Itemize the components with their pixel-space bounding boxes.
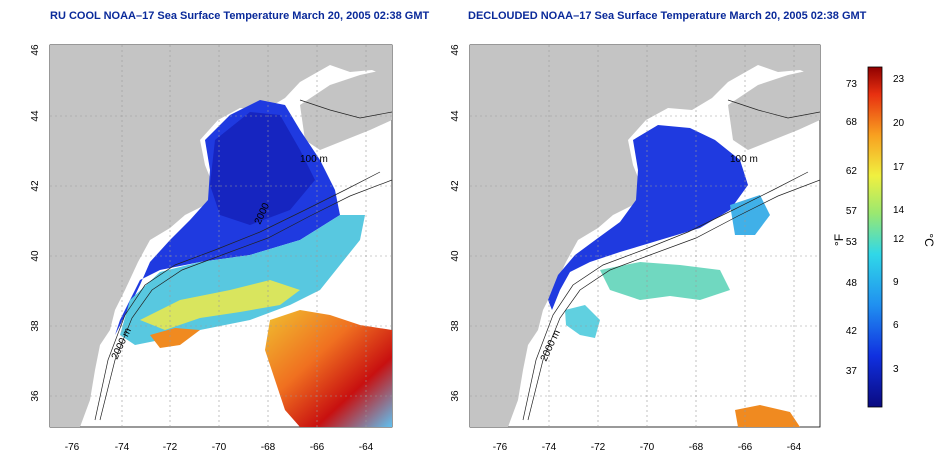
c-tick: 23 [893, 74, 905, 85]
lon-tick: -64 [359, 442, 374, 453]
colorbar-f-ticks: 73 68 62 57 53 48 42 37 [846, 79, 858, 377]
lat-tick: 38 [450, 320, 461, 332]
lat-tick: 36 [450, 390, 461, 402]
colorbar-unit-f: °F [832, 234, 846, 246]
lon-tick: -66 [738, 442, 753, 453]
f-tick: 57 [846, 206, 858, 217]
colorbar-gradient [867, 66, 883, 408]
left-map-bathymetry [94, 99, 392, 421]
lat-tick: 44 [30, 110, 41, 122]
right-map: 100 m 2000 m 46 44 42 40 38 36 -76 -74 -… [450, 44, 821, 453]
left-map: 100 m 2000 m 2000 46 44 42 40 38 36 -76 … [30, 44, 393, 453]
c-tick: 6 [893, 320, 899, 331]
lon-tick: -70 [212, 442, 227, 453]
right-map-cold-water [548, 125, 748, 310]
left-map-gulf-stream [265, 310, 392, 427]
right-map-grid [470, 45, 820, 427]
lon-tick: -74 [542, 442, 557, 453]
left-map-land-ns [300, 68, 392, 150]
left-map-land [50, 45, 392, 427]
lat-tick: 46 [30, 44, 41, 56]
right-map-land [470, 45, 820, 427]
lon-tick: -70 [640, 442, 655, 453]
c-tick: 3 [893, 364, 899, 375]
left-map-deep-cold [210, 112, 315, 225]
lat-tick: 42 [30, 180, 41, 192]
lon-tick: -76 [493, 442, 508, 453]
lat-tick: 36 [30, 390, 41, 402]
left-map-grid [50, 45, 392, 427]
lon-tick: -72 [163, 442, 178, 453]
left-map-title: RU COOL NOAA–17 Sea Surface Temperature … [50, 10, 430, 22]
lon-tick: -74 [115, 442, 130, 453]
f-tick: 48 [846, 278, 858, 289]
lat-tick: 44 [450, 110, 461, 122]
f-tick: 68 [846, 117, 858, 128]
left-map-orange-edge [150, 328, 200, 348]
right-contour-label-100m: 100 m [730, 154, 758, 165]
lon-tick: -76 [65, 442, 80, 453]
lon-tick: -64 [787, 442, 802, 453]
f-tick: 53 [846, 237, 858, 248]
right-map-orange-spot [735, 405, 800, 427]
f-tick: 73 [846, 79, 858, 90]
lat-tick: 40 [30, 250, 41, 262]
c-tick: 17 [893, 162, 905, 173]
lat-tick: 40 [450, 250, 461, 262]
left-map-yellow-band [140, 280, 300, 330]
right-map-warm-patches-2 [565, 305, 600, 338]
right-map-warm-patches [600, 262, 730, 300]
colorbar-c-ticks: 23 20 17 14 12 9 6 3 [893, 74, 905, 375]
lon-tick: -66 [310, 442, 325, 453]
left-lat-axis: 46 44 42 40 38 36 [30, 44, 41, 402]
colorbar-unit-c: °C [922, 233, 936, 247]
c-tick: 14 [893, 205, 905, 216]
left-contour-label-100m: 100 m [300, 154, 328, 165]
lat-tick: 42 [450, 180, 461, 192]
f-tick: 37 [846, 366, 858, 377]
right-map-title: DECLOUDED NOAA–17 Sea Surface Temperatur… [468, 10, 867, 22]
f-tick: 42 [846, 326, 858, 337]
lon-tick: -68 [261, 442, 276, 453]
c-tick: 12 [893, 234, 905, 245]
lat-tick: 38 [30, 320, 41, 332]
f-tick: 62 [846, 166, 858, 177]
c-tick: 20 [893, 118, 905, 129]
lon-tick: -72 [591, 442, 606, 453]
c-tick: 9 [893, 277, 899, 288]
right-map-land-ns [728, 68, 820, 150]
right-lon-axis: -76 -74 -72 -70 -68 -66 -64 [493, 442, 802, 453]
right-lat-axis: 46 44 42 40 38 36 [450, 44, 461, 402]
lat-tick: 46 [450, 44, 461, 56]
lon-tick: -68 [689, 442, 704, 453]
colorbar: 73 68 62 57 53 48 42 37 23 20 17 14 12 9… [832, 66, 936, 408]
left-lon-axis: -76 -74 -72 -70 -68 -66 -64 [65, 442, 374, 453]
right-map-bathymetry [522, 99, 820, 421]
